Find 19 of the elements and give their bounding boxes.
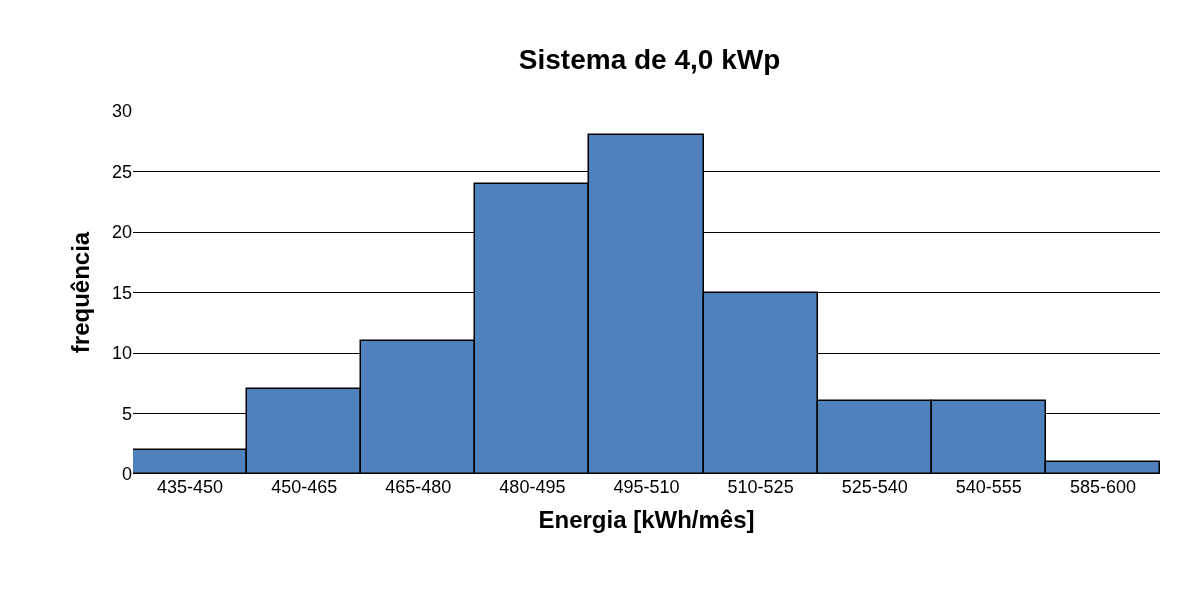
- x-tick-label: 495-510: [613, 477, 680, 497]
- x-tick-label: 510-525: [727, 477, 794, 497]
- x-axis-title: Energia [kWh/mês]: [538, 506, 755, 534]
- x-tick-label: 525-540: [841, 477, 908, 497]
- x-tick-label: 450-465: [271, 477, 338, 497]
- y-tick-label: 10: [111, 343, 132, 364]
- x-tick-label: 585-600: [1069, 477, 1136, 497]
- y-tick-label: 25: [111, 161, 132, 182]
- y-tick-label: 0: [121, 464, 132, 485]
- y-tick-label: 5: [121, 403, 132, 424]
- chart-title: Sistema de 4,0 kWp: [518, 43, 781, 75]
- y-tick-label: 30: [111, 101, 132, 122]
- y-axis-title: frequência: [67, 231, 95, 354]
- y-tick-label: 20: [111, 222, 132, 243]
- x-tick-label: 435-450: [157, 477, 224, 497]
- x-tick-label: 465-480: [385, 477, 452, 497]
- y-tick-label: 15: [111, 282, 132, 303]
- x-tick-label: 540-555: [955, 477, 1022, 497]
- x-tick-label: 480-495: [499, 477, 566, 497]
